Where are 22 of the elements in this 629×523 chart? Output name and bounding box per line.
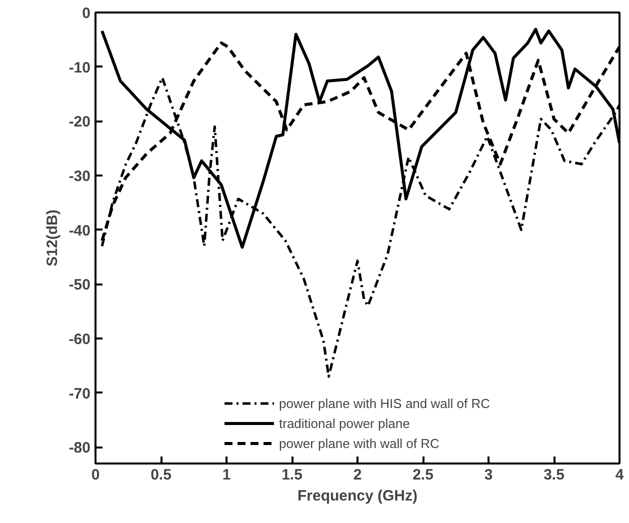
y-tick-label: 0	[82, 5, 90, 22]
x-tick-label: 3	[484, 466, 493, 484]
x-tick-label: 0.5	[150, 466, 172, 484]
legend-label: power plane with wall of RC	[279, 436, 440, 450]
y-tick-label: -50	[68, 276, 91, 294]
y-tick-label: -60	[68, 331, 91, 348]
x-tick-label: 2	[353, 466, 362, 484]
x-axis-title: Frequency (GHz)	[297, 488, 418, 504]
y-tick-label: -80	[68, 440, 91, 457]
y-tick-label: -20	[68, 114, 91, 131]
x-tick-label: 1.5	[282, 466, 302, 484]
y-axis-title: S12(dB)	[44, 210, 61, 266]
y-tick-label: -30	[68, 168, 91, 186]
y-tick-label: -70	[68, 385, 91, 402]
x-tick-label: 3.5	[544, 466, 564, 484]
y-tick-label: -10	[68, 59, 91, 76]
legend-label: traditional power plane	[279, 416, 410, 430]
x-tick-label: 1	[222, 466, 231, 484]
x-tick-label: 2.5	[412, 466, 434, 484]
legend-label: power plane with HIS and wall of RC	[279, 396, 490, 410]
y-tick-label: -40	[68, 222, 91, 240]
x-tick-label: 4	[615, 466, 624, 484]
